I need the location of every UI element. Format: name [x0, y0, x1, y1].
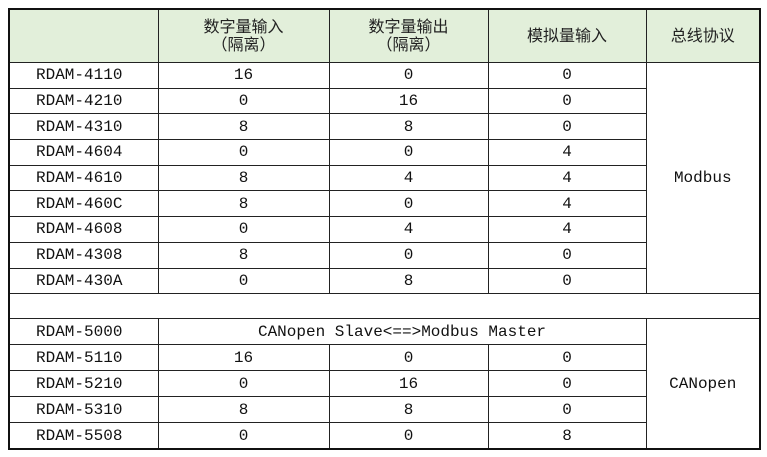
- header-text: 总线协议: [670, 26, 735, 45]
- digital-input-cell: 8: [157, 396, 330, 424]
- digital-output-cell: 0: [328, 190, 489, 218]
- table-row: RDAM-4310 8 8 0: [8, 113, 760, 141]
- header-analog-input: 模拟量输入: [487, 8, 647, 63]
- digital-input-cell: 8: [157, 164, 330, 192]
- digital-input-cell: 16: [157, 62, 330, 89]
- digital-input-cell: 8: [157, 190, 330, 218]
- table-row: RDAM-5110 16 0 0: [8, 344, 760, 372]
- header-text: 数字量输出: [368, 17, 449, 36]
- digital-output-cell: 8: [328, 396, 489, 424]
- analog-input-cell: 0: [487, 87, 647, 115]
- table-row: RDAM-4604 0 0 4: [8, 139, 760, 166]
- protocol-cell: Modbus: [645, 61, 761, 295]
- analog-input-cell: 0: [487, 370, 647, 398]
- analog-input-cell: 4: [487, 139, 647, 166]
- digital-output-cell: 0: [328, 241, 489, 269]
- table-row: RDAM-4308 8 0 0: [8, 241, 760, 269]
- header-text: 数字量输入: [203, 17, 284, 36]
- model-cell: RDAM-4210: [8, 87, 159, 115]
- header-text: 模拟量输入: [526, 26, 607, 45]
- analog-input-cell: 4: [487, 216, 647, 243]
- digital-output-cell: 8: [328, 113, 489, 141]
- digital-output-cell: 16: [328, 87, 489, 115]
- analog-input-cell: 4: [487, 164, 647, 192]
- digital-input-cell: 16: [157, 344, 330, 372]
- model-cell: RDAM-5508: [8, 422, 159, 450]
- digital-output-cell: 16: [328, 370, 489, 398]
- digital-input-cell: 0: [157, 139, 330, 166]
- digital-output-cell: 4: [328, 216, 489, 243]
- digital-output-cell: 0: [328, 344, 489, 372]
- header-text: （隔离）: [211, 35, 276, 54]
- header-digital-output: 数字量输出 （隔离）: [328, 8, 489, 63]
- model-cell: RDAM-5310: [8, 396, 159, 424]
- model-cell: RDAM-4110: [8, 62, 159, 89]
- digital-input-cell: 0: [157, 422, 330, 450]
- table-row: RDAM-5310 8 8 0: [8, 396, 760, 424]
- analog-input-cell: 4: [487, 190, 647, 218]
- analog-input-cell: 8: [487, 422, 647, 450]
- spacer-cell: [9, 293, 760, 320]
- digital-input-cell: 0: [157, 216, 330, 243]
- table-row: RDAM-460C 8 0 4: [8, 190, 760, 218]
- model-cell: RDAM-4604: [8, 139, 159, 166]
- model-cell: RDAM-4608: [8, 216, 159, 243]
- analog-input-cell: 0: [487, 396, 647, 424]
- digital-output-cell: 8: [328, 267, 489, 295]
- digital-output-cell: 4: [328, 164, 489, 192]
- analog-input-cell: 0: [487, 344, 647, 372]
- header-model: [8, 8, 159, 63]
- analog-input-cell: 0: [487, 267, 647, 295]
- spacer-row: [9, 293, 760, 320]
- model-cell: RDAM-4310: [8, 113, 159, 141]
- model-cell: RDAM-5000: [8, 318, 159, 346]
- description-cell: CANopen Slave<==>Modbus Master: [157, 318, 647, 346]
- model-cell: RDAM-5210: [8, 370, 159, 398]
- digital-input-cell: 8: [157, 113, 330, 141]
- model-cell: RDAM-4610: [8, 164, 159, 192]
- digital-output-cell: 0: [328, 422, 489, 450]
- model-cell: RDAM-5110: [8, 344, 159, 372]
- analog-input-cell: 0: [487, 241, 647, 269]
- table-row: RDAM-5210 0 16 0: [8, 370, 760, 398]
- product-table: 数字量输入 （隔离） 数字量输出 （隔离） 模拟量输入 总线协议 RDAM-4110 16 0…: [8, 8, 761, 451]
- digital-input-cell: 8: [157, 241, 330, 269]
- header-digital-input: 数字量输入 （隔离）: [157, 8, 330, 63]
- digital-output-cell: 0: [328, 62, 489, 89]
- model-cell: RDAM-460C: [8, 190, 159, 218]
- table-row: RDAM-4608 0 4 4: [8, 216, 760, 243]
- protocol-cell: CANopen: [645, 318, 761, 450]
- analog-input-cell: 0: [487, 62, 647, 89]
- header-bus-protocol: 总线协议: [645, 8, 761, 63]
- header-row: 数字量输入 （隔离） 数字量输出 （隔离） 模拟量输入 总线协议: [8, 8, 761, 63]
- table-row: RDAM-4110 16 0 0 Modbus: [8, 61, 761, 295]
- table-row: RDAM-5000 CANopen Slave<==>Modbus Master C…: [8, 318, 761, 450]
- digital-output-cell: 0: [328, 139, 489, 166]
- digital-input-cell: 0: [157, 370, 330, 398]
- digital-input-cell: 0: [157, 267, 330, 295]
- header-text: （隔离）: [376, 35, 441, 54]
- model-cell: RDAM-430A: [8, 267, 159, 295]
- table-row: RDAM-5508 0 0 8: [8, 422, 760, 450]
- digital-input-cell: 0: [157, 87, 330, 115]
- analog-input-cell: 0: [487, 113, 647, 141]
- model-cell: RDAM-4308: [8, 241, 159, 269]
